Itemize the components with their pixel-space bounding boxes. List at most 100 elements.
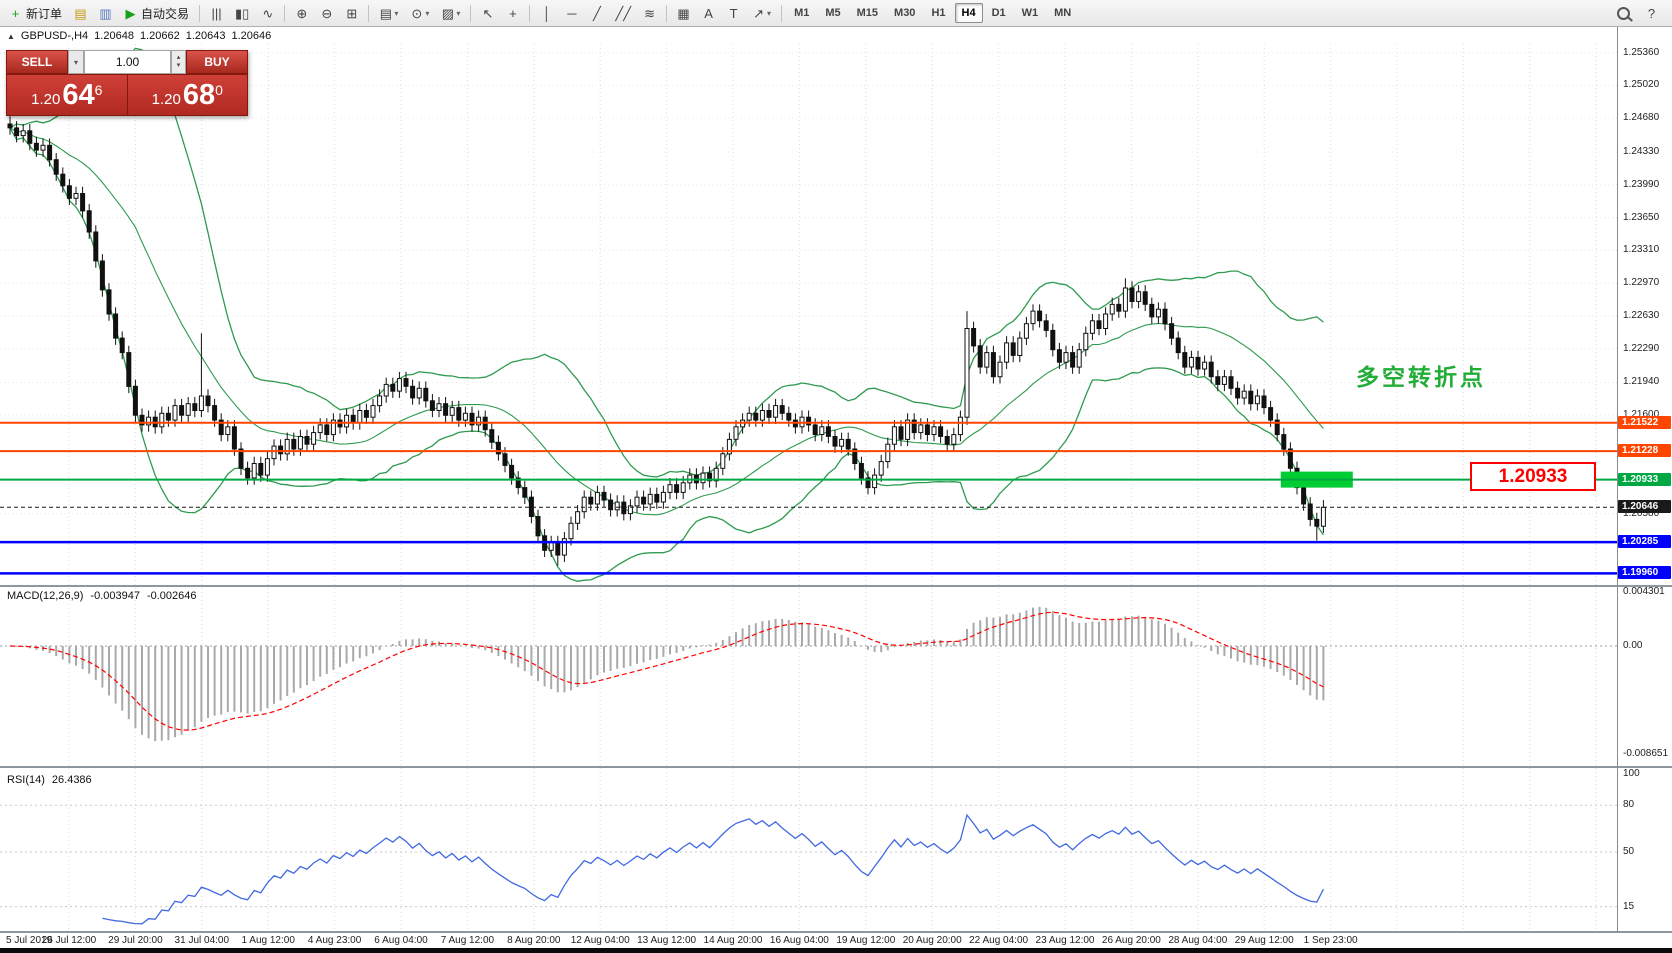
text-label-icon[interactable]: T xyxy=(729,5,738,21)
arrows-icon[interactable]: ↗ ▾ xyxy=(753,5,772,21)
time-axis-label: 8 Aug 20:00 xyxy=(507,935,561,946)
search-icon[interactable] xyxy=(1611,2,1638,25)
magnifier-glass xyxy=(1617,6,1630,20)
timeframe-m5[interactable]: M5 xyxy=(825,7,841,19)
highlight-zone[interactable] xyxy=(1280,471,1353,488)
price-axis-label: 1.22630 xyxy=(1623,310,1660,321)
panel-splitter-macd[interactable] xyxy=(0,585,1672,587)
auto-trading-button[interactable]: ▶ 自动交易 xyxy=(125,5,190,21)
tile-windows-icon[interactable]: ⊞ xyxy=(346,5,358,21)
time-axis-label: 26 Jul 12:00 xyxy=(41,935,97,946)
sell-button[interactable]: SELL xyxy=(6,50,68,74)
time-axis-label: 12 Aug 04:00 xyxy=(570,935,630,946)
timeframe-d1[interactable]: D1 xyxy=(991,7,1006,19)
price-level-chip: 1.19960 xyxy=(1618,566,1671,579)
price-axis-label: 1.23650 xyxy=(1623,212,1660,223)
indicators-button[interactable]: ▤ ▾ xyxy=(379,5,399,21)
crosshair-icon[interactable]: + xyxy=(509,5,517,21)
price-level-chip: 1.21228 xyxy=(1618,444,1671,457)
volume-up-icon[interactable]: ▴ xyxy=(176,54,181,62)
macd-axis-label: -0.008651 xyxy=(1623,748,1669,759)
fibonacci-icon[interactable]: ≋ xyxy=(644,5,655,21)
market-watch-icon[interactable]: ▤ xyxy=(74,5,87,21)
price-level-chip: 1.21522 xyxy=(1618,416,1671,429)
periods-button[interactable]: ⊙ ▾ xyxy=(411,5,430,21)
volume-input[interactable]: 1.00 xyxy=(84,50,171,74)
price-axis-separator xyxy=(1617,26,1618,947)
ohlc-high: 1.20662 xyxy=(139,30,180,42)
cursor-icon[interactable]: ↖ xyxy=(482,5,494,21)
time-axis-label: 26 Aug 20:00 xyxy=(1101,935,1161,946)
time-axis-label: 22 Aug 04:00 xyxy=(969,935,1029,946)
line-chart-icon[interactable]: ∿ xyxy=(262,5,274,21)
toolbar-separator xyxy=(666,4,668,22)
timeframe-toolbar: M1 M5 M15 M30 H1 H4 D1 W1 MN xyxy=(786,3,1079,23)
volume-down-icon[interactable]: ▾ xyxy=(176,62,181,69)
vertical-line-icon[interactable]: │ xyxy=(542,5,551,21)
ohlc-low: 1.20643 xyxy=(185,30,226,42)
zoom-out-icon[interactable]: ⊖ xyxy=(321,5,333,21)
one-click-toggle-icon[interactable]: ▲ xyxy=(7,31,15,41)
rsi-axis-label: 100 xyxy=(1623,768,1640,779)
turning-point-annotation: 多空转折点 xyxy=(1356,364,1486,390)
rsi-indicator xyxy=(0,804,1617,925)
price-axis[interactable]: 1.25360 1.25020 1.24680 1.24330 1.23990 1.236… xyxy=(1618,0,1672,948)
text-icon[interactable]: A xyxy=(704,5,713,21)
bar-chart-icon[interactable]: ||| xyxy=(211,5,222,21)
time-axis-label: 16 Aug 04:00 xyxy=(769,935,829,946)
grid-icon[interactable]: ▦ xyxy=(677,5,690,21)
new-order-button[interactable]: + 新订单 xyxy=(11,5,63,21)
current-price-chip: 1.20646 xyxy=(1618,500,1671,513)
macd-label: MACD(12,26,9) -0.003947 -0.002646 xyxy=(7,590,197,602)
price-axis-label: 1.22290 xyxy=(1623,343,1660,354)
toolbar-separator xyxy=(470,4,472,22)
macd-axis-label: 0.004301 xyxy=(1623,586,1665,597)
timeframe-m30[interactable]: M30 xyxy=(894,7,916,19)
order-type-dropdown[interactable]: ▾ xyxy=(68,50,84,74)
price-axis-label: 1.25020 xyxy=(1623,79,1660,90)
timeframe-m15[interactable]: M15 xyxy=(856,7,879,19)
time-axis-label: 31 Jul 04:00 xyxy=(174,935,230,946)
panel-splitter-dates xyxy=(0,931,1672,933)
horizontal-line-icon[interactable]: ─ xyxy=(567,5,577,21)
time-axis-label: 28 Aug 04:00 xyxy=(1168,935,1228,946)
timeframe-m1[interactable]: M1 xyxy=(794,7,810,19)
data-window-icon[interactable]: ▥ xyxy=(99,5,112,21)
grid xyxy=(0,44,1617,930)
sell-price-display[interactable]: 1.20 64 6 xyxy=(6,74,128,116)
timeframe-h1[interactable]: H1 xyxy=(931,7,946,19)
time-axis-label: 1 Sep 23:00 xyxy=(1303,935,1358,946)
toolbar-separator xyxy=(529,4,531,22)
time-axis-label: 29 Aug 12:00 xyxy=(1234,935,1294,946)
symbol-period-label: GBPUSD-,H4 xyxy=(20,30,89,42)
rsi-label: RSI(14) 26.4386 xyxy=(7,774,92,786)
help-icon[interactable]: ? xyxy=(1647,5,1656,21)
sell-price-main: 64 xyxy=(62,79,95,111)
time-axis-label: 4 Aug 23:00 xyxy=(307,935,362,946)
price-axis-label: 1.25360 xyxy=(1623,47,1660,58)
timeframe-mn[interactable]: MN xyxy=(1054,7,1072,19)
time-axis[interactable]: 5 Jul 2019 26 Jul 12:00 29 Jul 20:00 31 Jul… xyxy=(0,933,1672,948)
templates-button[interactable]: ▨ ▾ xyxy=(441,5,461,21)
panel-splitter-rsi[interactable] xyxy=(0,766,1672,768)
price-axis-label: 1.23990 xyxy=(1623,179,1660,190)
trendline-icon[interactable]: ╱ xyxy=(592,5,601,21)
taskbar-edge xyxy=(0,948,1672,953)
time-axis-label: 29 Jul 20:00 xyxy=(108,935,163,946)
volume-stepper[interactable]: ▴ ▾ xyxy=(171,50,186,74)
macd-value-signal: -0.002646 xyxy=(146,590,197,602)
buy-price-display[interactable]: 1.20 68 0 xyxy=(127,74,248,116)
buy-price-prefix: 1.20 xyxy=(151,91,181,108)
candlestick-chart-icon[interactable]: ▮▯ xyxy=(235,5,250,21)
time-axis-label: 14 Aug 20:00 xyxy=(703,935,763,946)
timeframe-w1[interactable]: W1 xyxy=(1021,7,1039,19)
channel-icon[interactable]: ╱╱ xyxy=(615,5,632,21)
sell-price-prefix: 1.20 xyxy=(31,91,61,108)
buy-button[interactable]: BUY xyxy=(186,50,248,74)
rsi-axis-label: 80 xyxy=(1623,799,1635,810)
price-callout: 1.20933 xyxy=(1470,462,1596,491)
zoom-in-icon[interactable]: ⊕ xyxy=(296,5,308,21)
toolbar-separator xyxy=(199,4,201,22)
rsi-value: 26.4386 xyxy=(51,774,92,786)
timeframe-h4[interactable]: H4 xyxy=(954,3,983,23)
